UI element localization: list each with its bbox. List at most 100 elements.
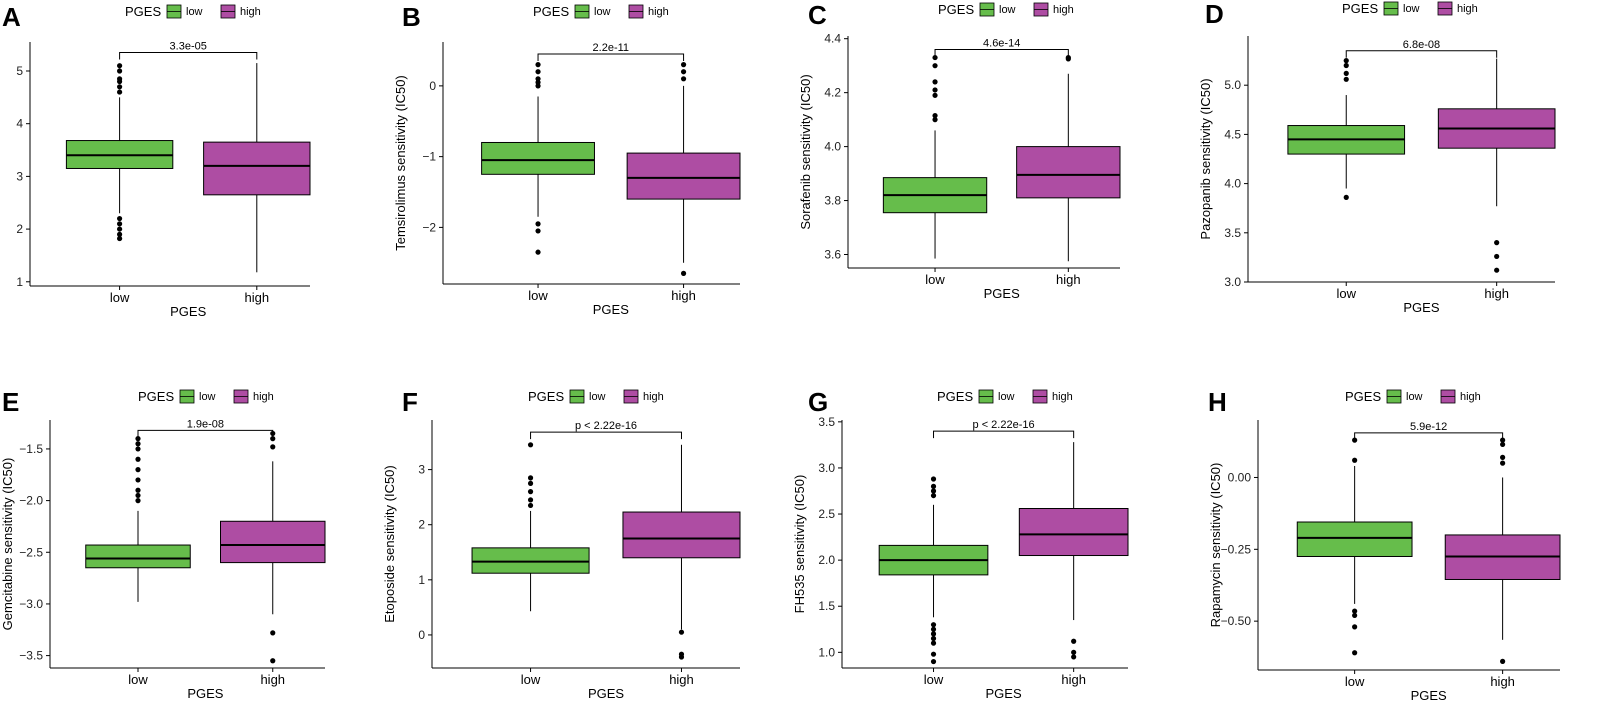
outlier-point [1343, 76, 1349, 82]
legend-label-high: high [1457, 3, 1478, 15]
outlier-point [932, 117, 938, 123]
outlier-point [678, 629, 685, 635]
outlier-point [930, 635, 937, 642]
outlier-point [117, 226, 123, 232]
panel-h: H PGES low high −0.50 −0.25 0.00 Rapamycin sens… [1208, 387, 1561, 703]
y-axis-title: Pazopanib sensitivity (IC50) [1198, 78, 1213, 239]
box-iqr [220, 520, 326, 564]
outlier-point [1352, 624, 1358, 630]
y-tick-label: 3.6 [824, 248, 841, 262]
y-tick-label: −2.0 [19, 494, 43, 508]
legend-label-low: low [999, 4, 1016, 16]
outlier-point [535, 249, 541, 255]
box-low [85, 436, 191, 602]
outlier-point [930, 631, 937, 637]
x-tick-label: low [521, 672, 541, 687]
y-tick-label: 2.5 [818, 507, 835, 521]
box-high [1018, 442, 1129, 660]
outlier-point [1065, 54, 1071, 61]
legend: PGES low high [937, 389, 1073, 404]
legend-label-low: low [594, 6, 611, 18]
y-axis-title: Rapamycin sensitivity (IC50) [1208, 463, 1223, 628]
outlier-point [270, 436, 276, 442]
y-tick-label: −0.25 [1221, 542, 1252, 556]
outlier-point [117, 215, 123, 222]
box-iqr [203, 141, 311, 196]
outlier-point [117, 84, 123, 90]
y-tick-label: 1 [418, 573, 425, 587]
y-axis-title: Temsirolimus sensitivity (IC50) [393, 75, 408, 251]
outlier-point [1343, 62, 1349, 69]
x-tick-label: high [245, 290, 270, 305]
legend: PGES low high [528, 389, 664, 404]
outlier-point [930, 626, 937, 632]
box-high [203, 63, 311, 273]
x-axis-title: PGES [187, 686, 223, 701]
panel-letter: E [2, 387, 19, 417]
outlier-point [270, 658, 276, 664]
x-tick-label: low [1345, 674, 1365, 689]
box-low [878, 476, 989, 665]
p-value-label: 4.6e-14 [983, 37, 1020, 49]
box-high [1444, 437, 1561, 664]
panel-e: E PGES low high −3.5 −3.0 −2.5 −2.0 −1.5 Gemcitab… [0, 387, 326, 701]
outlier-point [535, 62, 541, 68]
outlier-point [270, 444, 276, 450]
x-axis-title: PGES [593, 302, 629, 317]
legend-title: PGES [1342, 1, 1378, 16]
legend-title: PGES [533, 4, 569, 19]
outlier-point [680, 69, 687, 75]
outlier-point [930, 640, 937, 646]
outlier-point [117, 76, 123, 82]
legend-title: PGES [938, 2, 974, 17]
x-tick-label: high [1061, 672, 1086, 687]
outlier-point [1352, 457, 1358, 463]
y-tick-label: 4.0 [824, 140, 841, 154]
panel-letter: H [1208, 387, 1227, 417]
outlier-point [117, 89, 123, 95]
legend-title: PGES [528, 389, 564, 404]
legend: PGES low high [938, 2, 1074, 17]
outlier-point [117, 68, 123, 74]
panel-b: B PGES low high −2 −1 0 Temsirolimus sensitivit… [393, 2, 741, 317]
outlier-point [932, 112, 938, 119]
y-tick-label: 4.4 [824, 32, 841, 46]
y-tick-label: 3 [418, 463, 425, 477]
outlier-point [135, 436, 141, 442]
panel-letter: C [808, 0, 827, 30]
significance-bracket [1354, 432, 1504, 440]
box-low [1287, 58, 1406, 200]
y-tick-label: 1.5 [818, 599, 835, 613]
outlier-point [1071, 654, 1077, 660]
significance-bracket [119, 52, 258, 60]
outlier-point [680, 62, 687, 68]
outlier-point [135, 441, 141, 447]
outlier-point [527, 489, 534, 495]
outlier-point [1494, 253, 1500, 260]
x-axis-title: PGES [986, 686, 1022, 701]
legend-label-low: low [186, 6, 203, 18]
significance-bracket [537, 53, 685, 62]
legend: PGES low high [125, 4, 261, 19]
y-tick-label: −3.0 [19, 597, 43, 611]
y-axis-title: Etoposide sensitivity (IC50) [382, 465, 397, 623]
outlier-point [135, 487, 141, 493]
y-tick-label: 1 [16, 275, 23, 289]
legend-title: PGES [937, 389, 973, 404]
legend: PGES low high [138, 389, 274, 404]
y-axis-title: Gemcitabine sensitivity (IC50) [0, 458, 15, 631]
x-axis-title: PGES [984, 286, 1020, 301]
y-tick-label: 5.0 [1224, 78, 1241, 92]
legend-title: PGES [138, 389, 174, 404]
x-axis-title: PGES [588, 686, 624, 701]
outlier-point [117, 235, 123, 242]
outlier-point [680, 270, 687, 276]
x-tick-label: high [260, 672, 285, 687]
outlier-point [527, 480, 534, 486]
significance-bracket [530, 431, 682, 440]
x-tick-label: high [669, 672, 694, 687]
legend-label-high: high [1052, 391, 1073, 403]
box-iqr [626, 152, 741, 200]
y-tick-label: 3.5 [818, 415, 835, 429]
